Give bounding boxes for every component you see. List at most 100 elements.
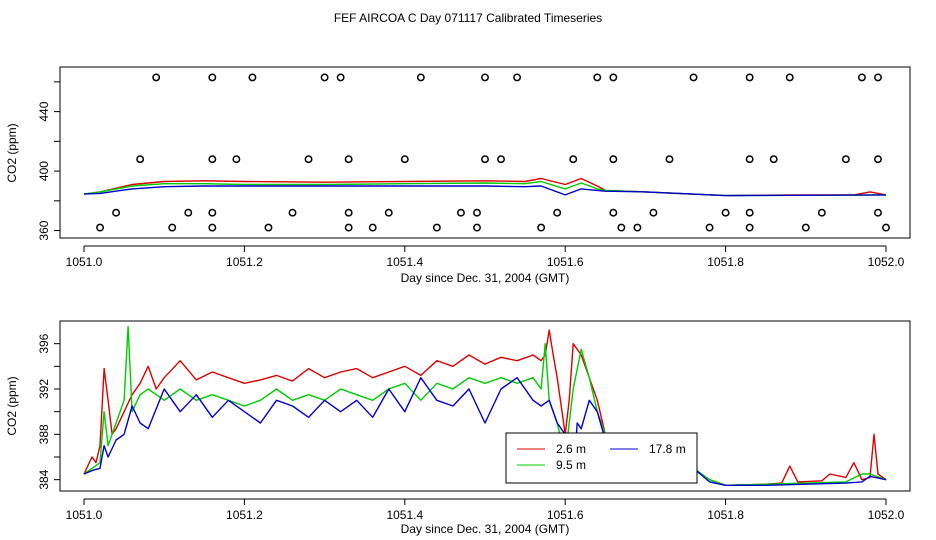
top-marker-point — [553, 208, 562, 217]
top-x-axis: 1051.0 1051.2 1051.4 1051.6 1051.8 1052.0 — [66, 245, 905, 269]
top-marker-point — [745, 155, 754, 164]
top-marker-point — [264, 223, 273, 232]
top-marker-point — [609, 73, 618, 82]
top-y-axis: 360 400 440 — [37, 81, 61, 241]
bottom-x-tick-label: 1052.0 — [868, 508, 905, 522]
top-marker-point — [769, 155, 778, 164]
top-marker-point — [569, 155, 578, 164]
bottom-panel: 1051.0 1051.2 1051.4 1051.6 1051.8 1052.0 384… — [5, 320, 911, 536]
top-x-tick-label: 1051.8 — [707, 255, 744, 269]
top-series-line-17-8-m — [83, 185, 887, 197]
top-x-tick-label: 1051.2 — [226, 255, 263, 269]
bottom-plot-frame — [59, 320, 911, 492]
top-marker-point — [537, 223, 546, 232]
legend-label-9-5m: 9.5 m — [556, 458, 586, 472]
top-marker-point — [400, 155, 409, 164]
top-marker-point — [609, 155, 618, 164]
bottom-y-tick-label: 396 — [37, 333, 51, 353]
bottom-x-tick-label: 1051.2 — [226, 508, 263, 522]
top-y-axis-label: CO2 (ppm) — [5, 123, 19, 182]
top-marker-point — [785, 73, 794, 82]
top-marker-point — [208, 223, 217, 232]
legend: 2.6 m 9.5 m 17.8 m — [505, 432, 698, 484]
top-marker-point — [665, 155, 674, 164]
top-marker-point — [344, 223, 353, 232]
top-marker-point — [304, 155, 313, 164]
top-marker-point — [96, 223, 104, 232]
top-marker-point — [248, 73, 257, 82]
top-marker-point — [473, 208, 481, 217]
bottom-y-axis-label: CO2 (ppm) — [5, 376, 19, 435]
bottom-y-tick-label: 392 — [37, 379, 51, 399]
bottom-series-line-2-6-m — [83, 329, 887, 486]
top-marker-point — [745, 208, 754, 217]
bottom-x-tick-label: 1051.6 — [547, 508, 584, 522]
bottom-x-tick-label: 1051.4 — [386, 508, 423, 522]
top-marker-point — [633, 223, 642, 232]
top-marker-point — [609, 208, 618, 217]
top-marker-point — [152, 73, 161, 82]
top-marker-point — [513, 73, 522, 82]
top-marker-point — [232, 155, 241, 164]
top-marker-point — [416, 73, 425, 82]
top-marker-point — [593, 73, 602, 82]
top-marker-point — [184, 208, 193, 217]
top-x-tick-label: 1051.6 — [547, 255, 584, 269]
top-marker-point — [320, 73, 329, 82]
top-marker-point — [481, 73, 489, 82]
top-marker-point — [817, 208, 826, 217]
top-marker-point — [721, 208, 730, 217]
legend-box — [505, 432, 698, 484]
top-y-tick-label: 400 — [37, 161, 51, 181]
top-marker-point — [617, 223, 626, 232]
top-data-layer — [83, 73, 890, 232]
top-x-tick-label: 1051.4 — [386, 255, 423, 269]
top-marker-point — [473, 223, 481, 232]
bottom-x-axis: 1051.0 1051.2 1051.4 1051.6 1051.8 1052.0 — [66, 498, 905, 522]
top-marker-point — [874, 73, 882, 82]
top-series-line-9-5-m — [83, 180, 887, 197]
top-marker-point — [456, 208, 465, 217]
legend-label-2-6m: 2.6 m — [556, 442, 586, 456]
bottom-y-axis: 384 388 392 396 — [37, 333, 61, 490]
top-marker-point — [344, 208, 353, 217]
top-marker-point — [288, 208, 297, 217]
top-marker-point — [384, 208, 393, 217]
top-panel: 1051.0 1051.2 1051.4 1051.6 1051.8 1052.0 360… — [5, 66, 911, 285]
figure-title: FEF AIRCOA C Day 071117 Calibrated Times… — [334, 11, 602, 25]
top-marker-point — [481, 155, 489, 164]
bottom-x-axis-label: Day since Dec. 31, 2004 (GMT) — [401, 522, 570, 536]
top-marker-point — [168, 223, 177, 232]
bottom-x-tick-label: 1051.8 — [707, 508, 744, 522]
top-marker-point — [801, 223, 810, 232]
top-marker-point — [497, 155, 505, 164]
top-y-tick-label: 440 — [37, 101, 51, 121]
top-marker-point — [705, 223, 714, 232]
top-marker-point — [344, 155, 353, 164]
bottom-y-tick-label: 384 — [37, 469, 51, 489]
top-marker-point — [112, 208, 121, 217]
top-marker-point — [649, 208, 658, 217]
top-marker-point — [208, 208, 217, 217]
top-marker-point — [336, 73, 345, 82]
top-marker-point — [882, 223, 890, 232]
top-marker-point — [208, 155, 217, 164]
top-plot-frame — [59, 66, 911, 239]
top-marker-point — [208, 73, 217, 82]
top-marker-point — [136, 155, 145, 164]
top-marker-point — [745, 73, 754, 82]
top-x-tick-label: 1052.0 — [868, 255, 905, 269]
top-marker-point — [689, 73, 698, 82]
bottom-x-tick-label: 1051.0 — [66, 508, 103, 522]
top-marker-point — [857, 73, 866, 82]
top-marker-point — [874, 208, 882, 217]
top-series-line-2-6-m — [83, 177, 887, 197]
top-marker-point — [745, 223, 754, 232]
legend-label-17-8m: 17.8 m — [649, 442, 686, 456]
top-marker-point — [874, 155, 882, 164]
bottom-data-layer — [83, 326, 887, 486]
top-y-tick-label: 360 — [37, 220, 51, 240]
top-x-axis-label: Day since Dec. 31, 2004 (GMT) — [401, 271, 570, 285]
top-marker-point — [841, 155, 850, 164]
